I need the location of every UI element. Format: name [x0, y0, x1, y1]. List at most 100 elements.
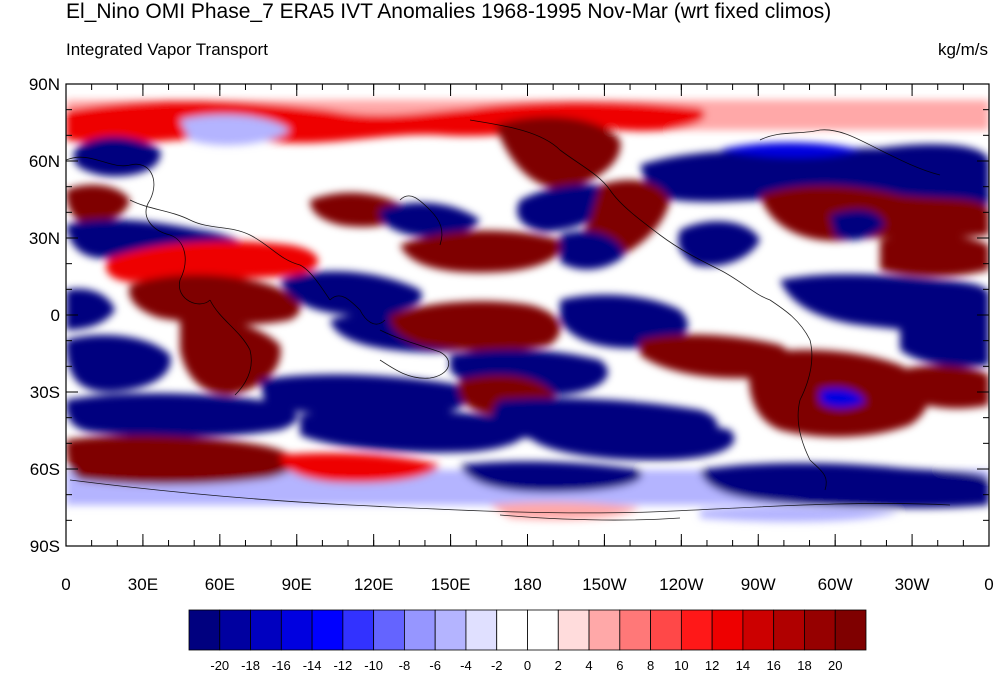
coastline	[66, 156, 211, 305]
coastline	[719, 269, 813, 461]
colorbar-label: -12	[333, 658, 352, 673]
anomaly-region	[379, 202, 480, 237]
coastline	[69, 479, 951, 514]
lat-tick-label: 0	[51, 306, 60, 325]
anomaly-region	[106, 241, 319, 282]
colorbar-swatch	[188, 609, 221, 651]
colorbar-label: 2	[555, 658, 562, 673]
colorbar-swatch	[742, 609, 775, 651]
colorbar-label: -6	[429, 658, 441, 673]
map-title: El_Nino OMI Phase_7 ERA5 IVT Anomalies 1…	[66, 0, 832, 23]
anomaly-region	[280, 271, 422, 315]
colorbar-label: 16	[766, 658, 780, 673]
colorbar-label: 8	[647, 658, 654, 673]
colorbar-label: -8	[399, 658, 411, 673]
anomaly-region	[490, 502, 640, 520]
colorbar-label: -20	[210, 658, 229, 673]
anomaly-region	[720, 142, 860, 158]
lat-tick-label: 90N	[29, 75, 60, 94]
colorbar-swatch	[619, 609, 651, 651]
coastline	[759, 129, 941, 176]
coastline	[329, 295, 386, 325]
anomaly-region	[900, 308, 989, 367]
anomaly-region	[66, 335, 171, 392]
anomaly-region	[66, 393, 298, 437]
lon-tick-label: 120E	[354, 575, 394, 594]
anomaly-region	[830, 209, 885, 241]
colorbar-label: -14	[303, 658, 322, 673]
colorbar-swatch	[557, 609, 590, 651]
lon-tick-label: 60E	[205, 575, 235, 594]
units-subtitle: kg/m/s	[937, 40, 988, 59]
anomaly-region	[820, 388, 865, 408]
colorbar-swatch	[465, 609, 498, 651]
colorbar-label: 4	[585, 658, 592, 673]
colorbar-swatch	[496, 609, 528, 651]
lon-tick-label: 120W	[659, 575, 703, 594]
variable-subtitle: Integrated Vapor Transport	[66, 40, 268, 59]
anomaly-region	[640, 144, 989, 205]
colorbar-swatch	[650, 609, 682, 651]
colorbar-label: 18	[797, 658, 811, 673]
anomaly-region	[66, 288, 115, 330]
colorbar-swatch	[373, 609, 405, 651]
lon-tick-label: 30E	[128, 575, 158, 594]
lat-tick-label: 30N	[29, 229, 60, 248]
anomaly-region	[700, 506, 900, 522]
colorbar-swatch	[711, 609, 744, 651]
anomaly-region	[880, 234, 989, 277]
lon-tick-label: 60W	[818, 575, 853, 594]
colorbar-label: 10	[674, 658, 688, 673]
colorbar-label: 20	[828, 658, 842, 673]
colorbar-label: 6	[616, 658, 623, 673]
lat-tick-label: 60N	[29, 152, 60, 171]
anomaly-region	[495, 116, 621, 190]
colorbar-swatch	[804, 609, 836, 651]
anomaly-region	[180, 318, 281, 395]
plot-area	[66, 84, 989, 546]
colorbar-swatch	[404, 609, 436, 651]
anomaly-region	[560, 294, 688, 349]
colorbar-swatch	[342, 609, 375, 651]
lon-tick-label: 30W	[895, 575, 930, 594]
coastline	[209, 299, 252, 396]
colorbar-label: 12	[705, 658, 719, 673]
lat-tick-label: 60S	[30, 460, 60, 479]
colorbar-swatch	[219, 609, 251, 651]
anomaly-region	[560, 231, 625, 270]
anomaly-region	[73, 136, 161, 177]
anomaly-region	[678, 221, 760, 267]
colorbar	[188, 609, 867, 651]
colorbar-label: 0	[524, 658, 531, 673]
colorbar-swatch	[773, 609, 805, 651]
colorbar-label: 14	[736, 658, 750, 673]
colorbar-label: -18	[241, 658, 260, 673]
coastline	[499, 514, 681, 521]
lon-tick-label: 150E	[431, 575, 471, 594]
anomaly-region	[129, 274, 301, 325]
anomaly-region	[66, 184, 130, 223]
colorbar-label: -10	[364, 658, 383, 673]
coastline	[469, 119, 721, 271]
coastline	[129, 199, 331, 301]
lat-tick-label: 30S	[30, 383, 60, 402]
coastline	[379, 329, 450, 379]
lon-tick-label: 0	[61, 575, 70, 594]
lon-tick-label: 180	[513, 575, 541, 594]
coastline	[809, 459, 827, 491]
colorbar-swatch	[434, 609, 467, 651]
colorbar-swatch	[250, 609, 282, 651]
colorbar-swatch	[280, 609, 313, 651]
anomaly-region	[389, 301, 561, 352]
anomaly-region	[530, 416, 735, 461]
anomaly-region	[280, 453, 440, 483]
lon-tick-label: 0	[984, 575, 993, 594]
colorbar-swatch	[527, 609, 559, 651]
anomaly-region	[460, 461, 642, 493]
lat-tick-label: 90S	[30, 537, 60, 556]
colorbar-swatch	[834, 609, 867, 651]
colorbar-swatch	[311, 609, 344, 651]
colorbar-label: -2	[491, 658, 503, 673]
anomaly-region	[700, 463, 989, 509]
